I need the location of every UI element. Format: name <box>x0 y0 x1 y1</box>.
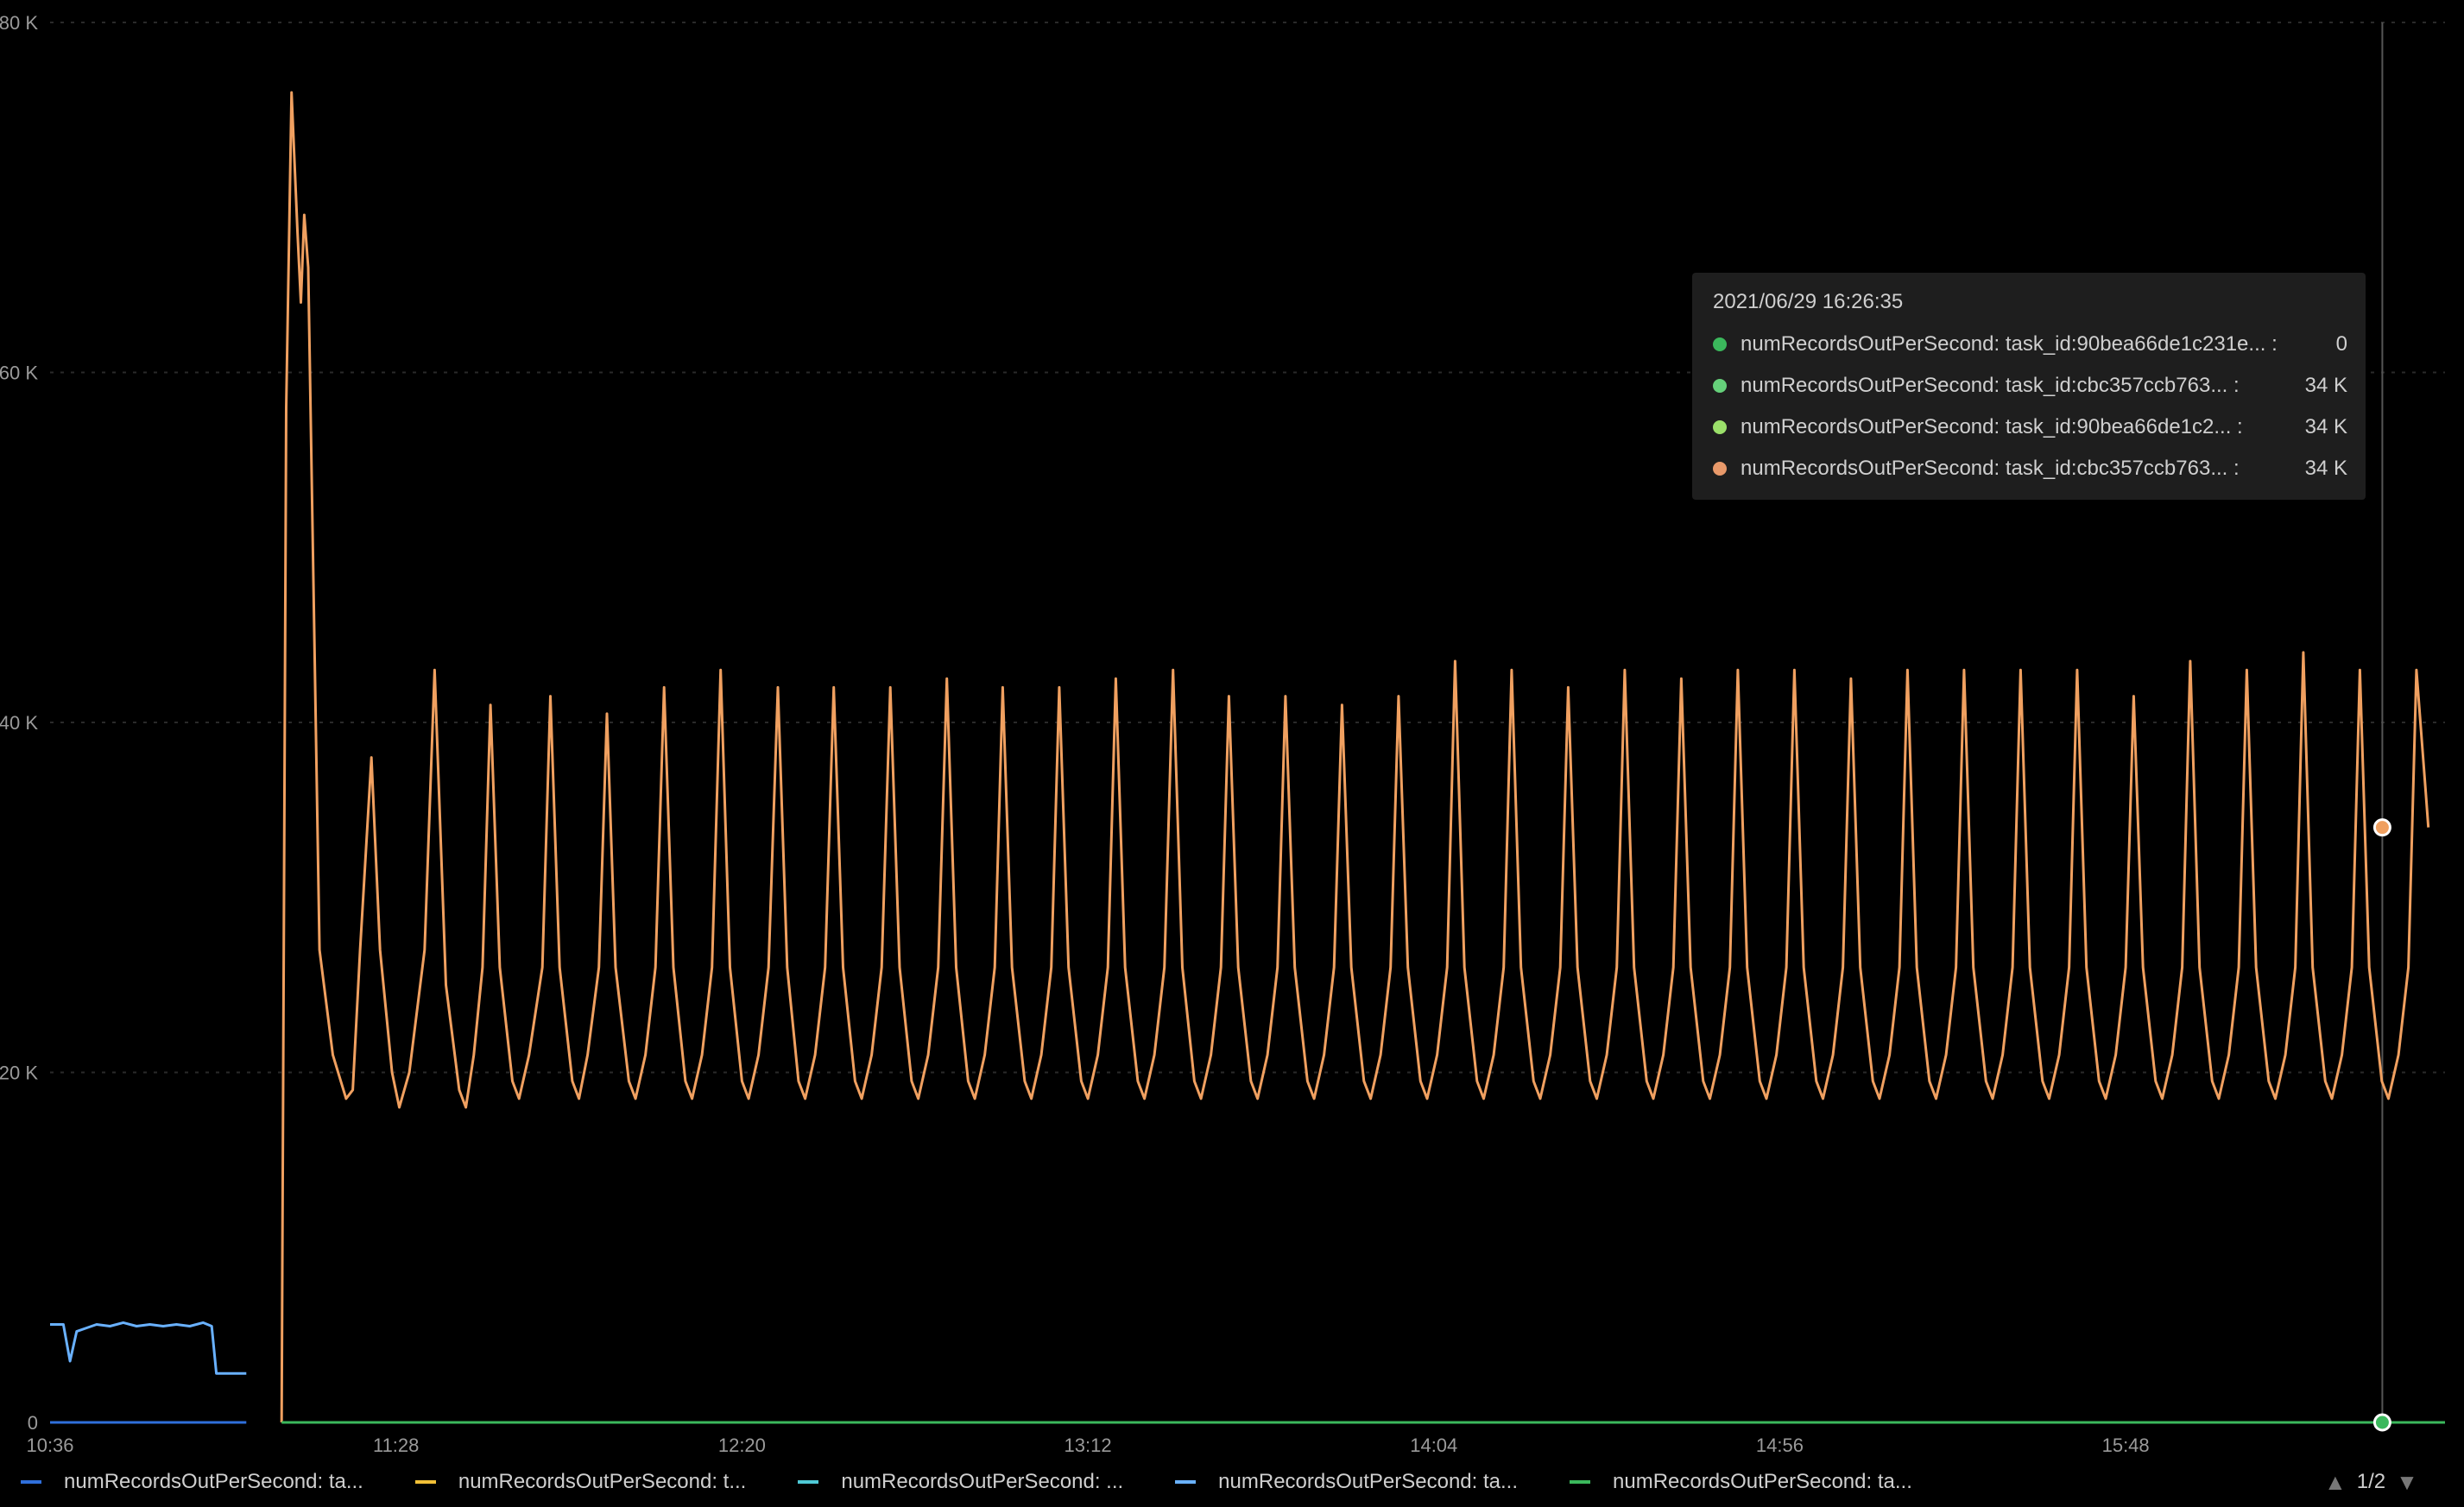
series-lines <box>50 91 2445 1424</box>
legend-label: numRecordsOutPerSecond: ta... <box>1218 1470 1519 1493</box>
hover-marker <box>2372 818 2391 837</box>
tooltip-series-value: 34 K <box>2304 457 2347 480</box>
x-tick-label: 11:28 <box>373 1434 419 1456</box>
x-axis-ticks: 10:36 11:28 12:20 13:12 14:04 14:56 15:48 <box>26 1434 2149 1456</box>
legend-swatch-icon <box>1570 1480 1591 1484</box>
legend-prev-page-icon[interactable]: ▲ <box>2324 1468 2347 1495</box>
y-tick-label: 80 K <box>0 12 38 34</box>
legend-swatch-icon <box>1175 1480 1197 1484</box>
y-tick-label: 60 K <box>0 363 38 384</box>
legend-item[interactable]: numRecordsOutPerSecond: ta... <box>1570 1470 1912 1494</box>
tooltip-series-name: numRecordsOutPerSecond: task_id:90bea66d… <box>1741 332 2278 356</box>
tooltip-series-value: 34 K <box>2304 415 2347 438</box>
legend-page-indicator: 1/2 <box>2356 1470 2386 1493</box>
y-tick-label: 40 K <box>0 712 38 734</box>
y-tick-label: 20 K <box>0 1062 38 1084</box>
tooltip-time: 2021/06/29 16:26:35 <box>1713 290 1904 313</box>
x-tick-label: 15:48 <box>2102 1434 2150 1456</box>
series-dot-icon <box>1713 337 1727 351</box>
series-dot-icon <box>1713 379 1727 393</box>
y-tick-label: 0 <box>28 1412 38 1434</box>
series-dot-icon <box>1713 462 1727 476</box>
series-line <box>280 91 2430 1423</box>
x-tick-label: 13:12 <box>1065 1434 1112 1456</box>
x-tick-label: 14:04 <box>1410 1434 1457 1456</box>
series-dot-icon <box>1713 420 1727 434</box>
legend-next-page-icon[interactable]: ▼ <box>2396 1468 2418 1495</box>
legend-swatch-icon <box>21 1480 41 1484</box>
legend-item[interactable]: numRecordsOutPerSecond: t... <box>414 1470 747 1494</box>
legend-item[interactable]: numRecordsOutPerSecond: ta... <box>1175 1470 1518 1494</box>
legend-label: numRecordsOutPerSecond: t... <box>458 1470 747 1493</box>
series-line <box>50 1321 247 1375</box>
tooltip-row: numRecordsOutPerSecond: task_id:90bea66d… <box>1713 414 2347 440</box>
legend: numRecordsOutPerSecond: ta... numRecords… <box>21 1467 2283 1497</box>
chart-area: 0 20 K 40 K 60 K 80 K 10:36 11:28 12:20 13:12 14… <box>0 12 2445 1456</box>
legend-label: numRecordsOutPerSecond: ... <box>841 1470 1124 1493</box>
tooltip-row: numRecordsOutPerSecond: task_id:cbc357cc… <box>1713 456 2347 482</box>
x-tick-label: 12:20 <box>718 1434 766 1456</box>
tooltip-series-name: numRecordsOutPerSecond: task_id:cbc357cc… <box>1741 457 2240 480</box>
tooltip-row: numRecordsOutPerSecond: task_id:90bea66d… <box>1713 331 2347 357</box>
legend-label: numRecordsOutPerSecond: ta... <box>64 1470 363 1493</box>
x-tick-label: 10:36 <box>26 1434 73 1456</box>
tooltip-series-name: numRecordsOutPerSecond: task_id:cbc357cc… <box>1741 374 2240 397</box>
tooltip-series-value: 0 <box>2335 332 2347 356</box>
tooltip-series-name: numRecordsOutPerSecond: task_id:90bea66d… <box>1741 415 2243 438</box>
legend-item[interactable]: numRecordsOutPerSecond: ... <box>798 1470 1123 1494</box>
tooltip-series-value: 34 K <box>2304 374 2347 397</box>
legend-label: numRecordsOutPerSecond: ta... <box>1613 1470 1912 1493</box>
tooltip-row: numRecordsOutPerSecond: task_id:cbc357cc… <box>1713 373 2347 399</box>
tooltip: 2021/06/29 16:26:35 numRecordsOutPerSeco… <box>1692 273 2366 500</box>
hover-markers <box>2372 818 2391 1432</box>
legend-pager: ▲ 1/2 ▼ <box>2314 1467 2429 1497</box>
legend-swatch-icon <box>798 1480 819 1484</box>
legend-item[interactable]: numRecordsOutPerSecond: ta... <box>21 1470 363 1494</box>
hover-marker <box>2372 1413 2391 1432</box>
legend-swatch-icon <box>414 1480 436 1484</box>
x-tick-label: 14:56 <box>1756 1434 1804 1456</box>
y-axis-ticks: 0 20 K 40 K 60 K 80 K <box>0 12 38 1434</box>
